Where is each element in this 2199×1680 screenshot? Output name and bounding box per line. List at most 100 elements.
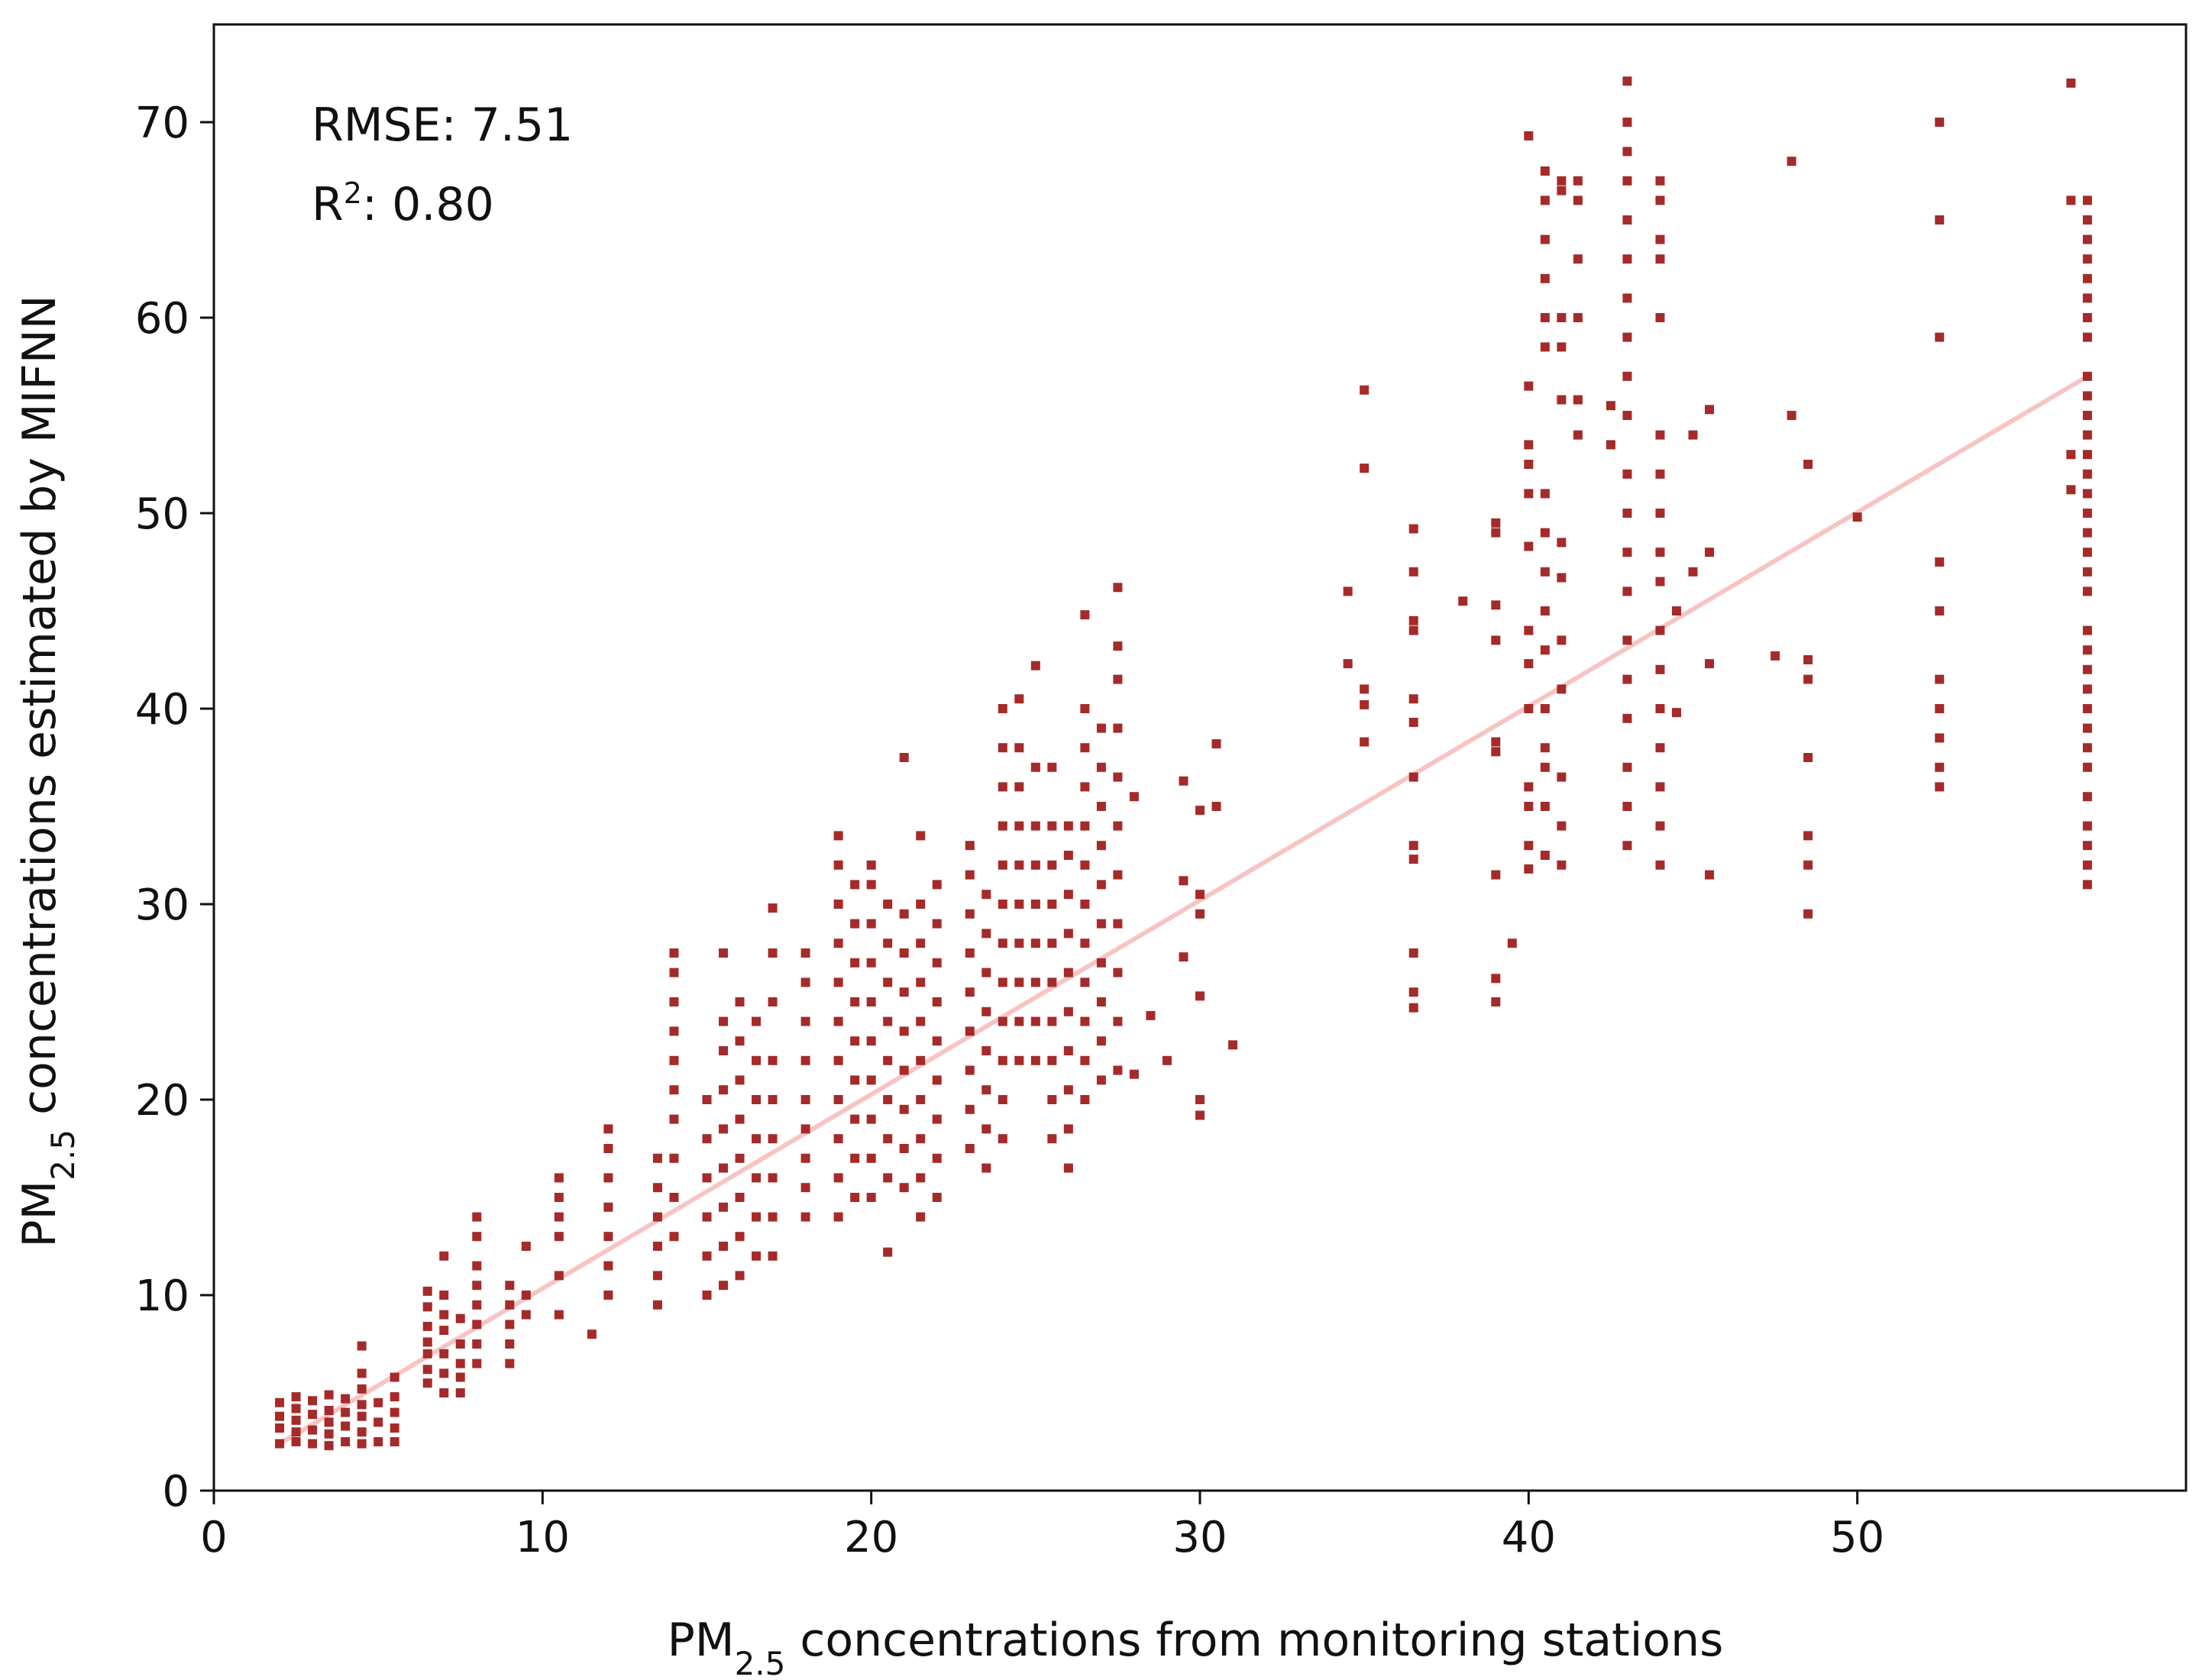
data-point bbox=[2082, 430, 2092, 440]
data-point bbox=[833, 900, 843, 909]
data-point bbox=[324, 1390, 334, 1400]
data-point bbox=[768, 903, 778, 913]
data-point bbox=[1557, 342, 1567, 352]
data-point bbox=[1063, 1163, 1073, 1173]
data-point bbox=[965, 841, 975, 851]
data-point bbox=[866, 1036, 876, 1046]
data-point bbox=[1491, 600, 1501, 610]
data-point bbox=[2082, 723, 2092, 733]
data-point bbox=[291, 1427, 301, 1437]
data-point bbox=[1360, 737, 1370, 747]
data-point bbox=[702, 1212, 712, 1222]
data-point bbox=[998, 704, 1007, 713]
data-point bbox=[1540, 313, 1550, 322]
data-point bbox=[2082, 704, 2092, 713]
data-point bbox=[1408, 841, 1418, 851]
data-point bbox=[1096, 841, 1106, 851]
data-point bbox=[1935, 704, 1945, 713]
data-point bbox=[1655, 313, 1665, 322]
data-point bbox=[422, 1302, 432, 1312]
data-point bbox=[1113, 583, 1123, 593]
data-point bbox=[1195, 1110, 1205, 1120]
data-point bbox=[1080, 743, 1090, 753]
data-point bbox=[998, 860, 1007, 870]
data-point bbox=[998, 1055, 1007, 1065]
data-point bbox=[472, 1232, 482, 1242]
data-point bbox=[866, 1114, 876, 1124]
data-point bbox=[719, 1046, 729, 1055]
data-point bbox=[833, 1134, 843, 1144]
data-point bbox=[1557, 313, 1567, 322]
data-point bbox=[833, 939, 843, 948]
data-point bbox=[1524, 131, 1534, 141]
data-point bbox=[1540, 704, 1550, 713]
data-point bbox=[752, 1173, 762, 1183]
data-point bbox=[899, 948, 909, 958]
data-point bbox=[866, 997, 876, 1006]
data-point bbox=[472, 1320, 482, 1329]
data-point bbox=[357, 1427, 367, 1437]
data-point bbox=[1655, 176, 1665, 186]
data-point bbox=[2082, 762, 2092, 772]
data-point bbox=[800, 1153, 810, 1163]
data-point bbox=[981, 1163, 991, 1173]
data-point bbox=[1787, 157, 1796, 166]
data-point bbox=[554, 1193, 564, 1202]
data-point bbox=[965, 870, 975, 880]
data-point bbox=[1655, 782, 1665, 792]
data-point bbox=[1524, 625, 1534, 635]
data-point bbox=[1524, 659, 1534, 669]
data-point bbox=[1491, 635, 1501, 645]
data-point bbox=[1803, 860, 1813, 870]
data-point bbox=[374, 1437, 383, 1446]
data-point bbox=[883, 1247, 893, 1257]
data-point bbox=[521, 1242, 531, 1251]
data-point bbox=[735, 1271, 745, 1281]
data-point bbox=[883, 1016, 893, 1026]
data-point bbox=[1146, 1010, 1156, 1020]
data-point bbox=[1573, 176, 1583, 186]
data-point bbox=[2082, 293, 2092, 303]
data-point bbox=[2082, 234, 2092, 244]
data-point bbox=[752, 1251, 762, 1261]
data-point bbox=[455, 1339, 465, 1349]
data-point bbox=[899, 1183, 909, 1193]
data-point bbox=[505, 1359, 515, 1368]
data-point bbox=[669, 997, 679, 1006]
data-point bbox=[1491, 528, 1501, 538]
data-point bbox=[1540, 489, 1550, 499]
data-point bbox=[1047, 1016, 1057, 1026]
data-point bbox=[1030, 762, 1040, 772]
data-point bbox=[603, 1144, 613, 1153]
data-point bbox=[1557, 395, 1567, 405]
y-tick-label: 50 bbox=[135, 489, 189, 539]
data-point bbox=[833, 1212, 843, 1222]
data-point bbox=[719, 1202, 729, 1212]
data-point bbox=[1047, 821, 1057, 831]
data-point bbox=[1096, 919, 1106, 929]
data-point bbox=[341, 1394, 351, 1404]
data-point bbox=[2082, 567, 2092, 577]
data-point bbox=[1491, 747, 1501, 757]
data-point bbox=[1080, 1055, 1090, 1065]
data-point bbox=[669, 1085, 679, 1095]
data-point bbox=[735, 1075, 745, 1085]
data-point bbox=[1803, 460, 1813, 469]
data-point bbox=[1014, 939, 1024, 948]
data-point bbox=[1113, 919, 1123, 929]
data-point bbox=[932, 880, 942, 890]
data-point bbox=[1622, 411, 1632, 420]
data-point bbox=[800, 1095, 810, 1104]
data-point bbox=[932, 1153, 942, 1163]
data-point bbox=[1655, 625, 1665, 635]
data-point bbox=[800, 1055, 810, 1065]
data-point bbox=[850, 919, 860, 929]
data-point bbox=[1671, 708, 1681, 718]
data-point bbox=[1705, 405, 1715, 415]
data-point bbox=[2082, 821, 2092, 831]
data-point bbox=[1524, 841, 1534, 851]
data-point bbox=[652, 1242, 662, 1251]
data-point bbox=[883, 1134, 893, 1144]
data-point bbox=[981, 1085, 991, 1095]
data-point bbox=[1014, 694, 1024, 704]
